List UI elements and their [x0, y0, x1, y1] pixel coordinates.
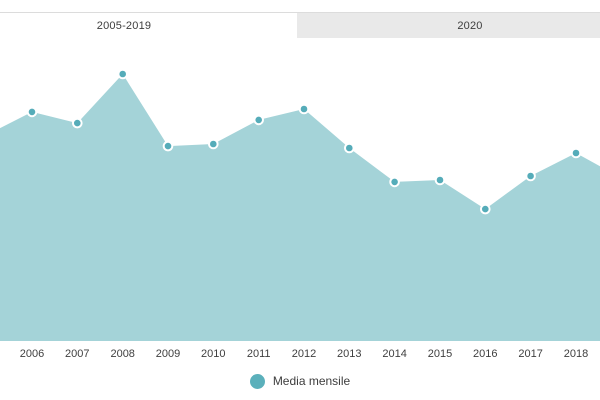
- legend-marker-icon: [249, 374, 265, 389]
- data-point-marker-2017[interactable]: [525, 170, 536, 182]
- x-axis-tick-label: 2012: [292, 348, 316, 360]
- x-axis-tick-label: 2010: [201, 348, 225, 360]
- data-point-marker-2015[interactable]: [434, 174, 446, 186]
- tab-2020[interactable]: 2020: [297, 13, 600, 38]
- x-axis-tick-label: 2017: [518, 348, 542, 360]
- x-axis-tick-label: 2018: [564, 348, 588, 360]
- data-point-marker-2009[interactable]: [162, 140, 174, 152]
- x-axis-tick-label: 2011: [247, 348, 271, 360]
- data-point-marker-2006[interactable]: [26, 106, 38, 118]
- x-axis-tick-label: 2007: [65, 348, 89, 360]
- data-point-marker-2018[interactable]: [570, 147, 582, 159]
- x-axis-tick-label: 2009: [156, 348, 180, 360]
- x-axis-tick-label: 2006: [20, 348, 44, 360]
- tab-label: 2005-2019: [96, 19, 152, 32]
- tab-label: 2020: [457, 19, 483, 32]
- data-point-marker-2007[interactable]: [72, 117, 83, 129]
- legend: Media mensile: [0, 374, 600, 389]
- x-axis-tick-label: 2014: [382, 348, 406, 360]
- data-point-marker-2008[interactable]: [117, 68, 128, 80]
- data-point-marker-2016[interactable]: [480, 203, 491, 215]
- data-point-marker-2014[interactable]: [389, 176, 400, 188]
- x-axis-tick-label: 2016: [473, 348, 497, 360]
- x-axis-tick-label: 2008: [110, 348, 134, 360]
- data-point-marker-2012[interactable]: [298, 103, 310, 115]
- data-point-marker-2011[interactable]: [253, 114, 265, 126]
- x-axis-tick-label: 2013: [337, 348, 361, 360]
- tab-bar: 2005-2019 2020: [0, 13, 600, 38]
- tab-bar-top-border: [0, 12, 600, 13]
- data-point-marker-2010[interactable]: [208, 138, 219, 150]
- x-axis-tick-label: 2015: [428, 348, 452, 360]
- area-series: [0, 74, 600, 341]
- legend-label: Media mensile: [272, 374, 351, 388]
- data-point-marker-2013[interactable]: [344, 142, 355, 154]
- tab-2005-2019[interactable]: 2005-2019: [0, 13, 297, 38]
